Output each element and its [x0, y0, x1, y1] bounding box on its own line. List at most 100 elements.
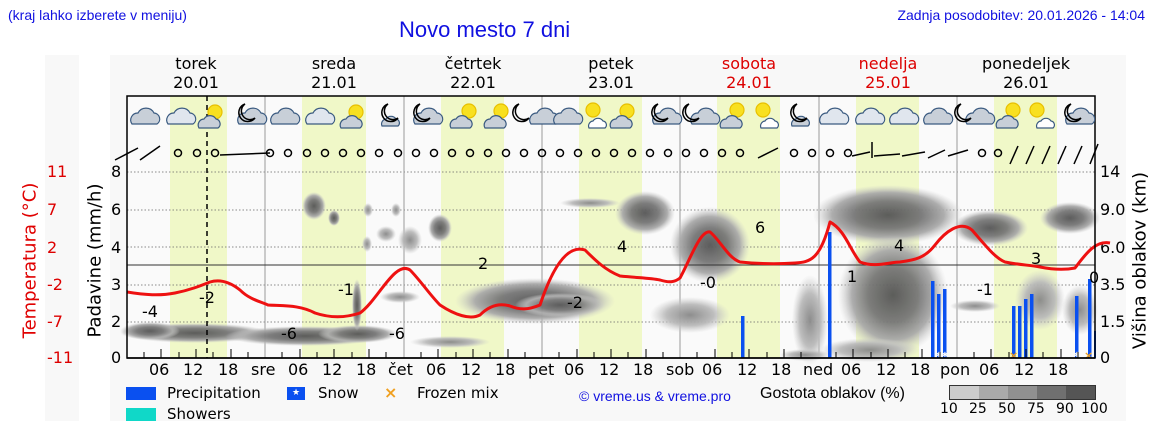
x-tick: 12: [599, 360, 620, 379]
x-tick: 18: [1048, 360, 1069, 379]
cloud-density: [120, 185, 1100, 365]
temp-label: 4: [617, 237, 628, 256]
density-tick: 25: [969, 401, 987, 417]
legend-precip-label: Precipitation: [167, 384, 261, 402]
x-tick: 06: [149, 360, 170, 379]
precip-tick: 6: [111, 200, 122, 219]
x-tick: pon: [940, 360, 971, 379]
legend-showers-swatch: [126, 408, 156, 421]
day-header-6: ponedeljek 26.01: [982, 54, 1070, 92]
svg-text:×: ×: [1084, 349, 1093, 362]
x-tick: 18: [633, 360, 654, 379]
x-tick: 12: [322, 360, 343, 379]
cloud-height-tick: 3.5: [1100, 275, 1126, 294]
day-header-2: četrtek 22.01: [444, 54, 502, 92]
x-tick: 06: [288, 360, 309, 379]
svg-text:×: ×: [1009, 349, 1018, 362]
x-tick: 06: [702, 360, 723, 379]
cloud-height-tick: 0: [1100, 348, 1111, 367]
precip-tick: 0: [111, 348, 122, 367]
svg-text:✱: ✱: [1074, 351, 1080, 359]
legend-showers-label: Showers: [167, 405, 231, 423]
x-tick: ned: [803, 360, 834, 379]
temp-tick: -7: [47, 312, 63, 331]
temp-label: 4: [894, 236, 905, 255]
cloud-density-label: Gostota oblakov (%): [760, 385, 905, 402]
legend-precip-swatch: [126, 387, 156, 400]
density-tick: 90: [1056, 401, 1074, 417]
x-tick: 18: [495, 360, 516, 379]
temp-tick: 11: [47, 162, 68, 181]
precip-tick: 3: [111, 275, 122, 294]
temp-label: -1: [977, 280, 993, 299]
day-header-1: sreda 21.01: [311, 54, 357, 92]
x-tick: 12: [1014, 360, 1035, 379]
cloud-height-tick: 1.5: [1100, 312, 1126, 331]
temp-label: -4: [142, 302, 158, 321]
precip-tick: 2: [111, 312, 122, 331]
x-tick: 12: [737, 360, 758, 379]
day-header-4: sobota 24.01: [721, 54, 777, 92]
precip-tick: 4: [111, 238, 122, 257]
last-updated: Zadnja posodobitev: 20.01.2026 - 14:04: [897, 7, 1145, 23]
svg-text:✱: ✱: [942, 351, 948, 359]
weather-icons-row: [127, 98, 1096, 134]
temp-tick: -11: [47, 348, 74, 367]
density-tick: 100: [1081, 401, 1108, 417]
x-tick: 18: [356, 360, 377, 379]
temperature-line: [126, 220, 1111, 319]
wind-row: [110, 140, 1100, 168]
temp-label: 1: [847, 267, 858, 286]
x-axis-ticks: [143, 349, 1079, 358]
day-header-0: torek 20.01: [173, 54, 219, 92]
temp-label: 6: [755, 218, 766, 237]
x-tick: 06: [841, 360, 862, 379]
temp-label: -0: [700, 273, 716, 292]
density-tick: 10: [940, 401, 958, 417]
x-tick: 12: [183, 360, 204, 379]
temp-label: 3: [1031, 249, 1042, 268]
x-tick: 06: [426, 360, 447, 379]
x-tick: 06: [564, 360, 585, 379]
frozen-mix-icon: ×: [384, 383, 398, 402]
precip-tick: 8: [111, 162, 122, 181]
x-tick: 18: [218, 360, 239, 379]
svg-text:✱: ✱: [936, 351, 942, 359]
x-tick: pet: [528, 360, 555, 379]
x-tick: 18: [771, 360, 792, 379]
frozen-mix-markers: × ×: [1009, 349, 1093, 362]
temp-tick: -2: [47, 275, 63, 294]
legend-frozen-mix-label: Frozen mix: [417, 384, 499, 402]
temp-label: -6: [389, 324, 405, 343]
temp-label: -1: [338, 280, 354, 299]
x-tick: 06: [979, 360, 1000, 379]
density-tick: 50: [998, 401, 1016, 417]
x-tick: 18: [910, 360, 931, 379]
x-tick: sre: [251, 360, 276, 379]
legend-snow-label: Snow: [318, 384, 359, 402]
day-header-5: nedelja 25.01: [858, 54, 918, 92]
temp-label: -2: [199, 288, 215, 307]
cloud-height-tick: 14: [1100, 162, 1121, 181]
cloud-density-scale: [949, 385, 1096, 400]
temp-label: -6: [281, 324, 297, 343]
snow-icon: ★: [287, 387, 305, 400]
page-title: Novo mesto 7 dni: [399, 17, 571, 42]
copyright-link[interactable]: © vreme.us & vreme.pro: [579, 388, 731, 404]
x-tick: čet: [388, 360, 413, 379]
temp-label: 2: [478, 254, 489, 273]
x-tick: 12: [461, 360, 482, 379]
day-header-3: petek 23.01: [588, 54, 634, 92]
temp-tick: 7: [47, 200, 58, 219]
temp-label: -2: [567, 293, 583, 312]
location-hint: (kraj lahko izberete v meniju): [8, 7, 187, 23]
temp-tick: 2: [47, 238, 58, 257]
density-tick: 75: [1027, 401, 1045, 417]
cloud-height-tick: 9.0: [1100, 200, 1126, 219]
temp-axis-background: [45, 55, 79, 421]
x-tick: 12: [876, 360, 897, 379]
snow-markers: ✱ ✱ ✱: [936, 351, 1080, 359]
x-tick: sob: [666, 360, 695, 379]
temp-label: 0: [1089, 268, 1100, 287]
